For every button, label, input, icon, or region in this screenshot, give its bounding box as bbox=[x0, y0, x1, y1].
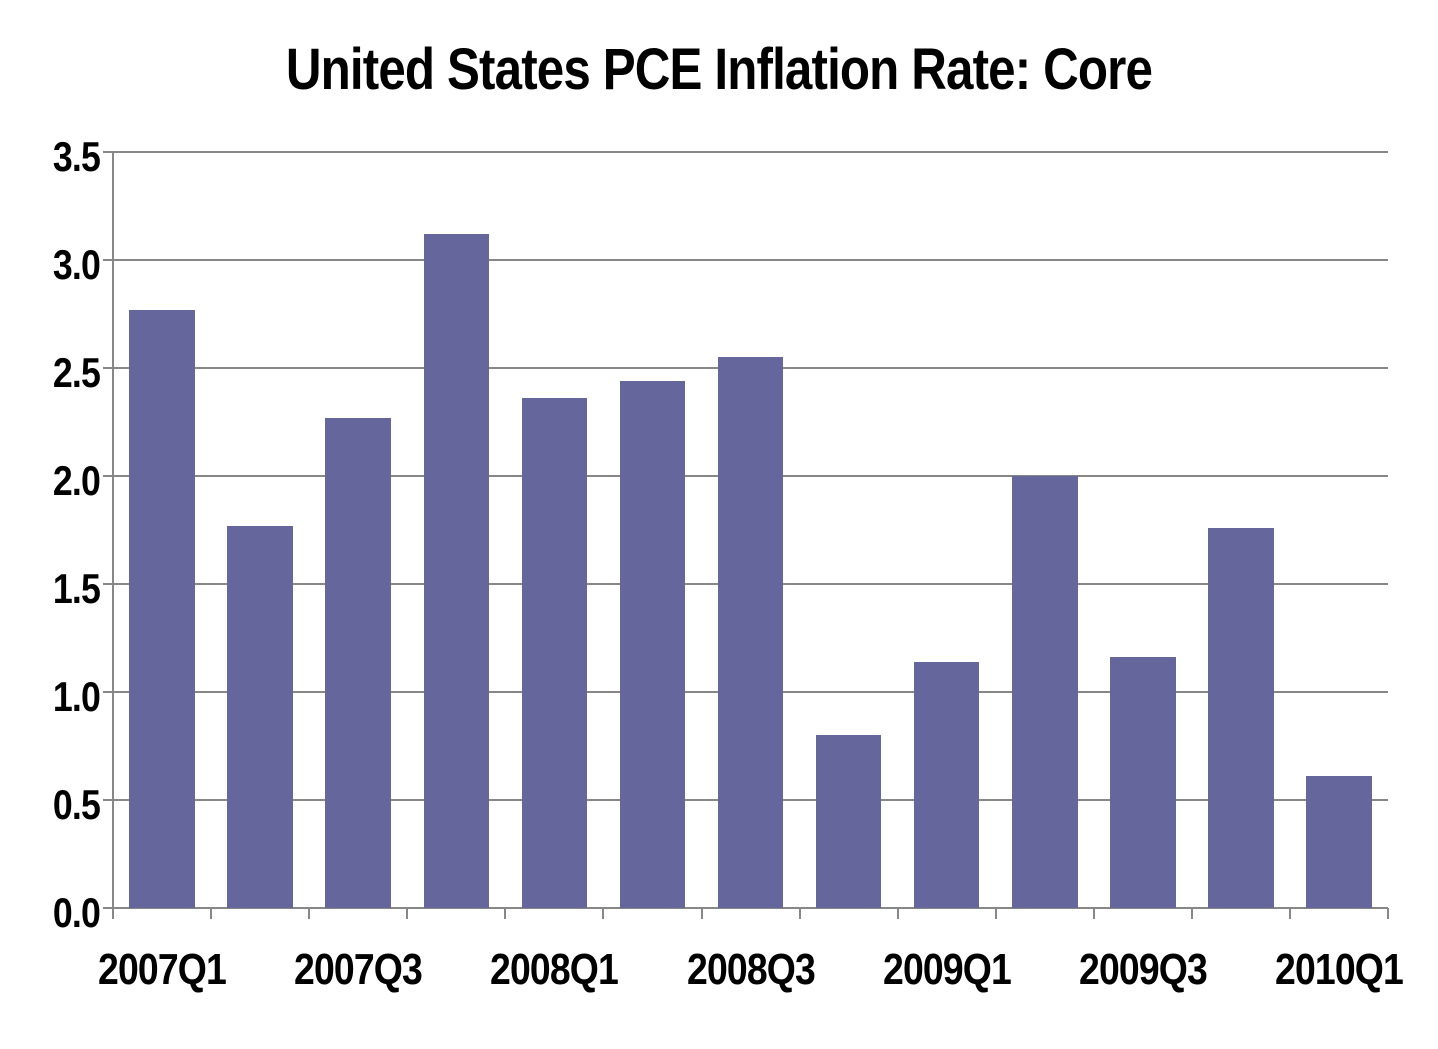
x-axis-tick-label: 2008Q3 bbox=[686, 945, 816, 994]
bar-2007Q2 bbox=[227, 525, 293, 908]
x-axis-tick bbox=[1092, 908, 1095, 919]
x-axis-tick-label: 2009Q1 bbox=[882, 945, 1012, 994]
x-axis-tick-label: 2010Q1 bbox=[1275, 945, 1404, 994]
y-axis-tick-label: 3.5 bbox=[52, 133, 101, 180]
x-axis-tick-label: 2007Q3 bbox=[294, 945, 423, 994]
bar-2009Q2 bbox=[1012, 476, 1078, 908]
x-axis-tick bbox=[602, 908, 605, 919]
gridline bbox=[113, 259, 1388, 261]
y-axis-tick-label: 3.0 bbox=[52, 241, 101, 288]
y-axis-tick bbox=[103, 151, 113, 153]
x-axis-tick-label: 2008Q1 bbox=[490, 945, 619, 994]
x-axis-tick bbox=[112, 908, 114, 919]
bar-2009Q4 bbox=[1208, 527, 1274, 908]
bar-2008Q3 bbox=[717, 357, 784, 908]
x-axis-tick bbox=[994, 908, 997, 919]
y-axis-tick bbox=[103, 367, 113, 369]
x-axis-tick bbox=[504, 908, 507, 919]
y-axis-tick bbox=[103, 691, 113, 693]
y-axis-tick-label: 1.5 bbox=[52, 565, 101, 612]
x-axis-tick bbox=[210, 908, 213, 919]
x-axis-tick bbox=[1190, 908, 1193, 919]
y-axis-tick-label: 2.5 bbox=[52, 349, 101, 396]
bar-2007Q4 bbox=[423, 234, 489, 908]
y-axis-line bbox=[112, 152, 114, 919]
gridline bbox=[113, 907, 1388, 909]
bar-2007Q1 bbox=[129, 309, 195, 908]
gridline bbox=[113, 151, 1388, 153]
bar-2009Q1 bbox=[913, 661, 980, 908]
x-axis-tick bbox=[700, 908, 703, 919]
y-axis-tick-label: 1.0 bbox=[52, 673, 101, 720]
x-axis-tick bbox=[896, 908, 899, 919]
bar-2009Q3 bbox=[1110, 657, 1176, 908]
bar-2010Q1 bbox=[1306, 776, 1372, 908]
x-axis-tick bbox=[308, 908, 311, 919]
x-axis-tick bbox=[1387, 908, 1389, 919]
y-axis-tick bbox=[103, 583, 113, 585]
bar-2008Q4 bbox=[815, 735, 882, 908]
x-axis-tick-label: 2007Q1 bbox=[98, 945, 227, 994]
y-axis-tick-label: 0.5 bbox=[52, 781, 101, 828]
y-axis-tick bbox=[103, 907, 113, 909]
y-axis-tick-label: 2.0 bbox=[52, 457, 101, 504]
bar-2007Q3 bbox=[325, 417, 391, 908]
x-axis-tick bbox=[1288, 908, 1291, 919]
y-axis-tick bbox=[103, 799, 113, 801]
y-axis-tick bbox=[103, 259, 113, 261]
bar-2008Q2 bbox=[619, 381, 686, 908]
y-axis-tick bbox=[103, 475, 113, 477]
x-axis-tick-label: 2009Q3 bbox=[1078, 945, 1208, 994]
x-axis-tick bbox=[406, 908, 409, 919]
chart-title: United States PCE Inflation Rate: Core bbox=[285, 37, 1153, 102]
bar-2008Q1 bbox=[521, 398, 588, 908]
x-axis-tick bbox=[798, 908, 801, 919]
y-axis-tick-label: 0.0 bbox=[52, 889, 101, 936]
